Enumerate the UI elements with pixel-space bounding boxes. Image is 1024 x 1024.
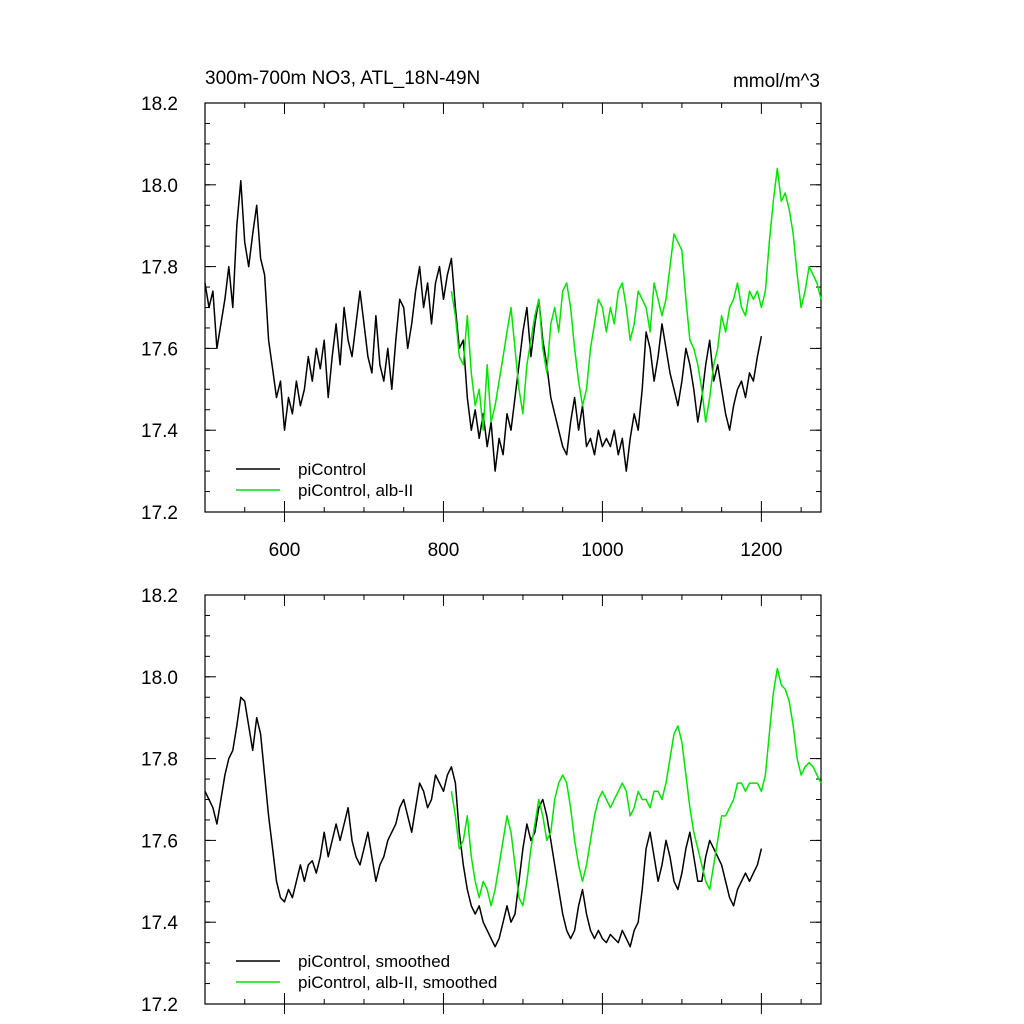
x-tick-label: 600 [269, 540, 301, 561]
y-tick-label: 17.6 [141, 339, 178, 360]
series-line-0 [204, 696, 763, 948]
units-label: mmol/m^3 [733, 71, 820, 92]
x-tick-label: 800 [428, 540, 460, 561]
y-tick-label: 18.0 [141, 668, 178, 689]
top-series [204, 167, 822, 472]
top-panel: 300m-700m NO3, ATL_18N-49N mmol/m^3 600 8… [141, 68, 822, 561]
x-tick-label: 1200 [740, 540, 782, 561]
y-tick-label: 17.2 [141, 995, 178, 1016]
y-tick-label: 17.4 [141, 421, 178, 442]
legend-label-picontrol-alb-ii: piControl, alb-II [298, 481, 413, 500]
plot-frame [204, 102, 822, 513]
bottom-axes: 17.2 17.4 17.6 17.8 18.0 18.2 [141, 586, 822, 1016]
y-tick-label: 18.0 [141, 176, 178, 197]
legend-label-picontrol-alb-ii-smoothed: piControl, alb-II, smoothed [298, 973, 497, 992]
top-legend: piControl piControl, alb-II [236, 460, 413, 500]
plot-frame [204, 594, 822, 1005]
bottom-legend: piControl, smoothed piControl, alb-II, s… [236, 952, 497, 992]
y-tick-label: 17.6 [141, 831, 178, 852]
chart-title: 300m-700m NO3, ATL_18N-49N [205, 68, 480, 89]
y-tick-label: 18.2 [141, 94, 178, 115]
bottom-series [204, 667, 822, 948]
legend-label-picontrol-smoothed: piControl, smoothed [298, 952, 450, 971]
legend-label-picontrol: piControl [298, 460, 366, 479]
top-axes: 600 800 1000 1200 17.2 17.4 17.6 17.8 18.0 18.2 [141, 94, 822, 561]
series-line-1 [450, 167, 822, 431]
series-line-1 [450, 667, 822, 907]
y-tick-label: 17.4 [141, 913, 178, 934]
y-tick-label: 17.8 [141, 258, 178, 279]
y-tick-label: 17.8 [141, 750, 178, 771]
x-tick-label: 1000 [581, 540, 623, 561]
y-tick-label: 17.2 [141, 503, 178, 524]
bottom-panel: 17.2 17.4 17.6 17.8 18.0 18.2 piControl, smoo… [141, 586, 822, 1016]
series-line-0 [204, 179, 763, 472]
y-tick-label: 18.2 [141, 586, 178, 607]
